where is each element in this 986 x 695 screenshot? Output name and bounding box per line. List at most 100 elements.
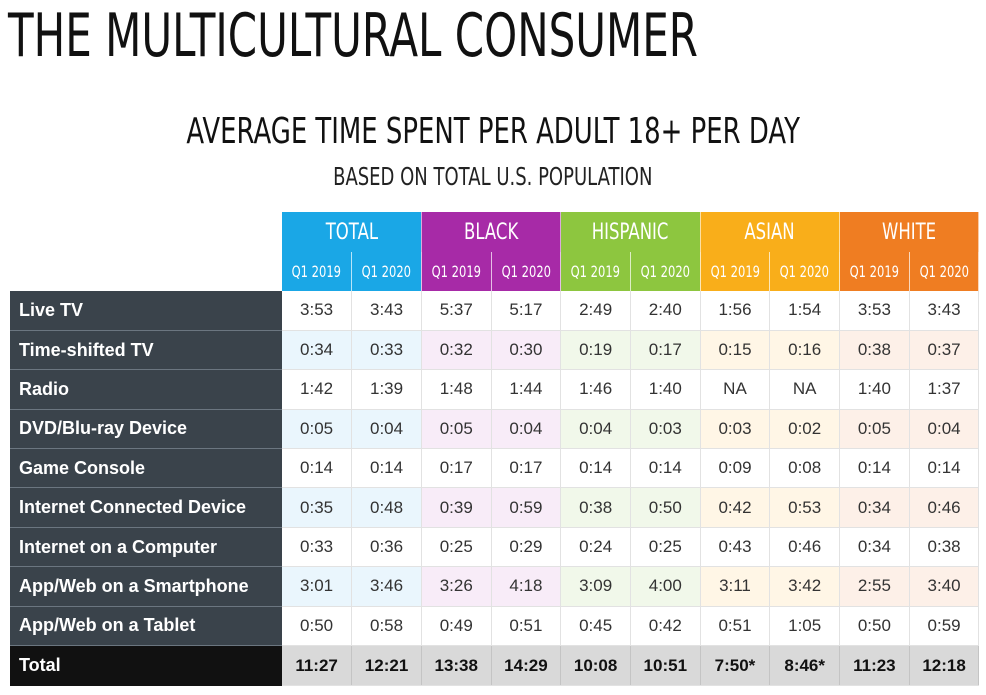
value-cell: 0:46 [769,527,841,568]
group-header-row: TOTAL BLACK HISPANIC ASIAN WHITE [10,212,980,252]
value-cell: 0:14 [909,448,980,489]
value-cell: 0:02 [769,409,841,450]
value-cell: 0:04 [560,409,631,450]
value-cell: 0:03 [700,409,771,450]
chart-title-text: AVERAGE TIME SPENT PER ADULT 18+ PER DAY [186,111,800,152]
value-cell: 0:42 [630,606,701,647]
value-cell: 0:04 [909,409,980,450]
value-cell: 0:38 [839,330,910,371]
group-header-hispanic: HISPANIC [560,212,701,252]
value-cell: 0:42 [700,487,771,528]
value-cell: 0:50 [839,606,910,647]
value-cell: 0:43 [700,527,771,568]
value-cell: 5:37 [421,291,492,331]
value-cell: 0:51 [491,606,562,647]
time-spent-table: TOTAL BLACK HISPANIC ASIAN WHITE Q1 2019 Q1 2… [10,212,980,687]
value-cell: 0:14 [282,448,353,489]
value-cell: 0:35 [282,487,353,528]
value-cell: 0:39 [421,487,492,528]
value-cell: 1:44 [491,369,562,410]
value-cell: 3:46 [351,566,422,607]
value-cell: 0:15 [700,330,771,371]
value-cell: 0:17 [421,448,492,489]
value-cell: 0:49 [421,606,492,647]
value-cell: 0:50 [630,487,701,528]
period-header-asian-1: Q1 2019 [700,252,771,291]
value-cell: 0:33 [351,330,422,371]
value-cell: 1:05 [769,606,841,647]
row-label: Time-shifted TV [10,330,282,371]
value-cell: 0:09 [700,448,771,489]
value-cell: 4:18 [491,566,562,607]
chart-title: AVERAGE TIME SPENT PER ADULT 18+ PER DAY [0,112,986,152]
value-cell: 0:59 [909,606,980,647]
value-cell: 0:33 [282,527,353,568]
table-row: Internet Connected Device 0:35 0:48 0:39 0:5… [10,487,980,528]
value-cell: 12:18 [909,645,980,687]
value-cell: 0:58 [351,606,422,647]
period-header-black-2: Q1 2020 [491,252,562,291]
value-cell: 1:48 [421,369,492,410]
value-cell: 1:40 [630,369,701,410]
value-cell: 0:38 [909,527,980,568]
value-cell: 0:04 [491,409,562,450]
value-cell: 0:05 [421,409,492,450]
value-cell: 8:46* [769,645,841,687]
value-cell: 3:43 [909,291,980,331]
value-cell: 0:25 [630,527,701,568]
value-cell: 7:50* [700,645,771,687]
period-header-label: Q1 2019 [710,262,760,281]
chart-subtitle: BASED ON TOTAL U.S. POPULATION [0,162,986,192]
value-cell: 2:40 [630,291,701,331]
table-row: Time-shifted TV 0:34 0:33 0:32 0:30 0:19 0:17 0… [10,330,980,371]
value-cell: NA [769,369,841,410]
value-cell: 0:14 [630,448,701,489]
group-header-label: WHITE [882,219,937,245]
value-cell: 0:34 [839,487,910,528]
value-cell: 3:43 [351,291,422,331]
value-cell: 3:01 [282,566,353,607]
value-cell: 0:34 [282,330,353,371]
value-cell: 0:14 [839,448,910,489]
total-row: Total 11:27 12:21 13:38 14:29 10:08 10:51 7:50*… [10,645,980,687]
value-cell: 0:38 [560,487,631,528]
value-cell: 0:51 [700,606,771,647]
value-cell: 0:19 [560,330,631,371]
value-cell: 0:05 [282,409,353,450]
period-header-label: Q1 2020 [919,262,969,281]
period-header-label: Q1 2019 [849,262,900,281]
period-header-label: Q1 2019 [291,262,342,281]
value-cell: 3:09 [560,566,631,607]
row-label: App/Web on a Smartphone [10,566,282,607]
value-cell: 2:49 [560,291,631,331]
value-cell: NA [700,369,771,410]
value-cell: 2:55 [839,566,910,607]
value-cell: 0:59 [491,487,562,528]
value-cell: 0:37 [909,330,980,371]
value-cell: 14:29 [491,645,562,687]
period-header-asian-2: Q1 2020 [769,252,841,291]
period-header-label: Q1 2020 [501,262,551,281]
value-cell: 3:26 [421,566,492,607]
table-row: Radio 1:42 1:39 1:48 1:44 1:46 1:40 NA NA 1:40 1:3… [10,369,980,410]
value-cell: 10:51 [630,645,701,687]
group-header-label: HISPANIC [592,219,669,245]
period-header-hispanic-2: Q1 2020 [630,252,701,291]
value-cell: 0:14 [560,448,631,489]
period-header-row: Q1 2019 Q1 2020 Q1 2019 Q1 2020 Q1 2019 Q1 20… [10,252,980,291]
period-header-label: Q1 2019 [570,262,621,281]
table-body: Live TV 3:53 3:43 5:37 5:17 2:49 2:40 1:56 1:54 3… [10,291,980,687]
value-cell: 0:08 [769,448,841,489]
table-row: Internet on a Computer 0:33 0:36 0:25 0:29 0:… [10,527,980,568]
value-cell: 0:36 [351,527,422,568]
table-row: Live TV 3:53 3:43 5:37 5:17 2:49 2:40 1:56 1:54 3… [10,291,980,331]
value-cell: 1:42 [282,369,353,410]
table-row: App/Web on a Smartphone 3:01 3:46 3:26 4:18 3… [10,566,980,607]
value-cell: 1:46 [560,369,631,410]
row-label: Radio [10,369,282,410]
value-cell: 0:14 [351,448,422,489]
period-header-hispanic-1: Q1 2019 [560,252,631,291]
page-title: THE MULTICULTURAL CONSUMER [8,1,698,71]
header-blank-cell [10,252,282,291]
period-header-total-2: Q1 2020 [351,252,422,291]
